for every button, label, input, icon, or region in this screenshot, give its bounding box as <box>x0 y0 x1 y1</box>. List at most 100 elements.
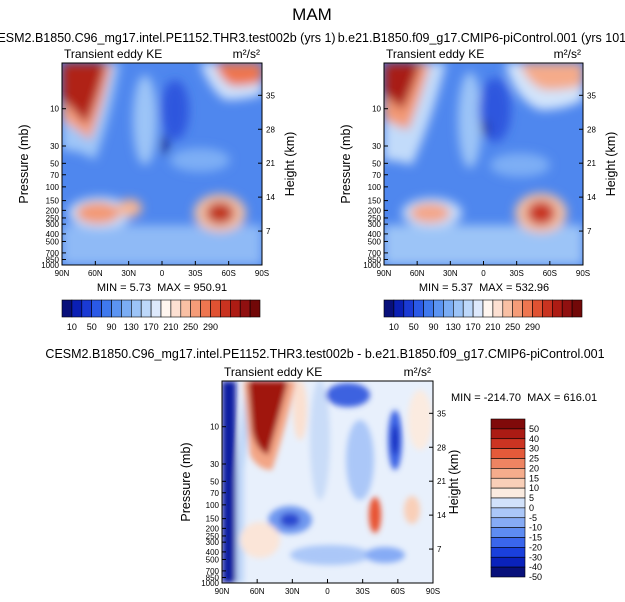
ytick-label: 1000 <box>201 579 219 588</box>
xtick-label: 30S <box>510 269 524 278</box>
ytick-label: 1000 <box>41 261 59 270</box>
colorbar-swatch <box>452 299 464 318</box>
xtick-label: 30N <box>285 587 300 596</box>
ytick-right-label: 7 <box>437 545 442 554</box>
panel-2: b.e21.B1850.f09_g17.CMIP6-piControl.001 … <box>338 31 625 332</box>
ytick-label: 150 <box>206 515 220 524</box>
colorbar-swatch <box>542 299 553 318</box>
ytick-right-label: 14 <box>587 193 596 202</box>
ytick-label: 10 <box>210 423 219 432</box>
xtick-label: 0 <box>481 269 486 278</box>
ytick-right-label: 14 <box>437 511 446 520</box>
colorbar-swatch <box>230 299 241 318</box>
ytick-label: 30 <box>372 142 381 151</box>
ytick-label: 100 <box>46 183 60 192</box>
ytick-label: 50 <box>210 477 219 486</box>
colorbar-swatch <box>490 547 526 558</box>
ytick-label: 500 <box>206 555 220 564</box>
ytick-label: 50 <box>50 159 59 168</box>
panel-3-ylabel-right: Height (km) <box>447 450 461 515</box>
colorbar-label: -20 <box>529 542 542 552</box>
panel-1-colorbar: 10 50 90 130 170 210 250 290 <box>61 299 261 332</box>
colorbar-swatch <box>131 299 142 318</box>
panel-2-left-label: Transient eddy KE <box>386 47 484 61</box>
ytick-label: 200 <box>206 524 220 533</box>
panel-3-left-label: Transient eddy KE <box>224 365 322 379</box>
colorbar-label: 90 <box>106 322 116 332</box>
ytick-label: 300 <box>206 538 220 547</box>
ytick-label: 30 <box>210 460 219 469</box>
colorbar-swatch <box>490 418 526 430</box>
colorbar-label: 290 <box>203 322 218 332</box>
colorbar-swatch <box>490 566 526 578</box>
panel-3-title: CESM2.B1850.C96_mg17.intel.PE1152.THR3.t… <box>45 347 604 361</box>
panel-2-ylabel: Pressure (mb) <box>339 124 353 203</box>
panel-3-stats: MIN = -214.70 MAX = 616.01 <box>451 392 597 404</box>
ytick-label: 700 <box>206 567 220 576</box>
xtick-label: 90S <box>576 269 590 278</box>
colorbar-swatch <box>472 299 484 318</box>
colorbar-swatch <box>160 299 172 318</box>
xtick-label: 60S <box>222 269 236 278</box>
colorbar-swatch <box>140 299 152 318</box>
colorbar-swatch <box>413 299 424 318</box>
colorbar-swatch <box>403 299 414 318</box>
ytick-label: 850 <box>368 255 382 264</box>
xtick-label: 60N <box>88 269 103 278</box>
ytick-right-label: 35 <box>266 91 275 100</box>
xtick-label: 30S <box>188 269 202 278</box>
xtick-label: 0 <box>325 587 330 596</box>
ytick-label: 1000 <box>363 261 381 270</box>
colorbar-label: 250 <box>505 322 520 332</box>
ytick-label: 700 <box>368 249 382 258</box>
colorbar-swatch <box>490 527 526 538</box>
colorbar-swatch <box>482 299 494 318</box>
colorbar-label: -30 <box>529 552 542 562</box>
colorbar-swatch <box>490 468 526 479</box>
ytick-right-label: 7 <box>587 227 592 236</box>
colorbar-swatch <box>249 299 261 318</box>
colorbar-swatch <box>383 299 395 318</box>
colorbar-swatch <box>210 299 221 318</box>
colorbar-swatch <box>551 299 563 318</box>
ytick-right-label: 21 <box>437 477 446 486</box>
colorbar-label: 210 <box>163 322 178 332</box>
xtick-label: 0 <box>160 269 165 278</box>
colorbar-swatch <box>490 487 526 499</box>
colorbar-swatch <box>111 299 122 318</box>
colorbar-label: 90 <box>428 322 438 332</box>
colorbar-swatch <box>433 299 444 318</box>
panel-2-units: m²/s² <box>554 47 581 61</box>
colorbar-swatch <box>150 299 162 318</box>
colorbar-swatch <box>490 517 526 528</box>
panel-3-ylabel: Pressure (mb) <box>179 442 193 521</box>
ytick-label: 150 <box>368 197 382 206</box>
colorbar-swatch <box>532 299 543 318</box>
ytick-label: 70 <box>372 171 381 180</box>
xtick-label: 90S <box>255 269 269 278</box>
colorbar-label: 170 <box>466 322 481 332</box>
ytick-label: 200 <box>368 206 382 215</box>
colorbar-label: 210 <box>485 322 500 332</box>
colorbar-label: 5 <box>529 493 534 503</box>
figure-title: MAM <box>292 5 332 24</box>
colorbar-label: 10 <box>529 483 539 493</box>
colorbar-label: -15 <box>529 533 542 543</box>
colorbar-swatch <box>522 299 533 318</box>
colorbar-label: 10 <box>389 322 399 332</box>
ytick-label: 500 <box>46 237 60 246</box>
colorbar-swatch <box>220 299 231 318</box>
ytick-label: 100 <box>206 501 220 510</box>
ytick-label: 30 <box>50 142 59 151</box>
ytick-label: 250 <box>46 214 60 223</box>
colorbar-label: -40 <box>529 562 542 572</box>
colorbar-swatch <box>490 428 526 440</box>
panel-3: CESM2.B1850.C96_mg17.intel.PE1152.THR3.t… <box>45 347 604 596</box>
colorbar-label: 290 <box>525 322 540 332</box>
colorbar-label: 50 <box>529 424 539 434</box>
xtick-label: 30S <box>356 587 370 596</box>
colorbar-label: -10 <box>529 523 542 533</box>
colorbar-swatch <box>502 299 513 318</box>
ytick-label: 250 <box>368 214 382 223</box>
